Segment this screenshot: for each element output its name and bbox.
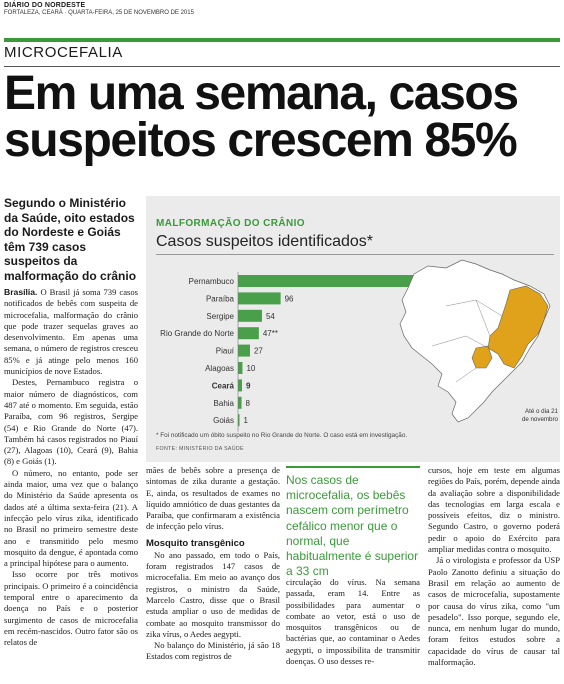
section-divider bbox=[4, 66, 560, 67]
paragraph: Já o virologista e professor da USP Paol… bbox=[428, 555, 560, 668]
value-label: 47** bbox=[263, 329, 278, 338]
bar-chart: Pernambuco487Paraíba96Sergipe54Rio Grand… bbox=[160, 259, 551, 432]
paragraph: O número, no entanto, pode ser ainda mai… bbox=[4, 467, 138, 569]
paragraph: Destes, Pernambuco registra o maior núme… bbox=[4, 377, 138, 467]
paragraph: Isso ocorre por três motivos principais.… bbox=[4, 569, 138, 648]
pullquote-rule bbox=[286, 466, 420, 468]
infographic-source: FONTE: MINISTÉRIO DA SAÚDE bbox=[156, 446, 244, 452]
article-column-1: Brasília. O Brasil já soma 739 casos not… bbox=[4, 287, 138, 683]
paragraph: mães de bebês sobre a presença de sintom… bbox=[146, 465, 280, 532]
subhead: Mosquito transgênico bbox=[146, 537, 245, 549]
category-label: Alagoas bbox=[205, 364, 234, 373]
northeast-states-highlight bbox=[487, 285, 549, 369]
category-label: Pernambuco bbox=[189, 277, 235, 286]
paragraph: No balanço do Ministério, já são 18 Esta… bbox=[146, 640, 280, 662]
value-label: 10 bbox=[246, 364, 255, 373]
infographic-footnote: * Foi notificado um óbito suspeito no Ri… bbox=[156, 432, 408, 439]
bar bbox=[238, 292, 281, 305]
brazil-map bbox=[399, 259, 551, 423]
bar bbox=[238, 379, 242, 392]
pullquote: Nos casos de microcefalia, os bebês nasc… bbox=[286, 473, 419, 579]
category-label: Goiás bbox=[213, 416, 234, 425]
value-label: 1 bbox=[244, 416, 249, 425]
bar bbox=[238, 344, 250, 357]
infographic-subtitle: Casos suspeitos identificados* bbox=[156, 233, 374, 250]
paragraph: cursos, hoje em teste em algumas regiões… bbox=[428, 465, 560, 555]
infographic: MALFORMAÇÃO DO CRÂNIO Casos suspeitos id… bbox=[146, 196, 560, 462]
article-column-2: mães de bebês sobre a presença de sintom… bbox=[146, 465, 280, 683]
state-borders bbox=[431, 299, 503, 383]
category-label: Rio Grande do Norte bbox=[160, 329, 234, 338]
bar bbox=[238, 362, 243, 374]
bar bbox=[238, 396, 242, 409]
deck: Segundo o Ministério da Saúde, oito esta… bbox=[4, 196, 137, 283]
bar bbox=[238, 309, 262, 322]
value-label: 96 bbox=[285, 294, 294, 303]
goias-highlight bbox=[471, 345, 493, 369]
paragraph-text: O Brasil já soma 739 casos notificados d… bbox=[4, 287, 138, 377]
date-line: FORTALEZA, CEARÁ · QUARTA-FEIRA, 25 DE N… bbox=[4, 10, 194, 16]
article-column-3: circulação do vírus. Na semana passada, … bbox=[286, 577, 420, 683]
category-label: Piauí bbox=[216, 347, 235, 356]
paragraph: No ano passado, em todo o País, foram re… bbox=[146, 549, 280, 639]
infographic-kicker: MALFORMAÇÃO DO CRÂNIO bbox=[156, 218, 305, 229]
infographic-divider bbox=[156, 254, 554, 255]
category-label: Bahia bbox=[214, 399, 235, 408]
paragraph: circulação do vírus. Na semana passada, … bbox=[286, 577, 420, 667]
category-label: Ceará bbox=[212, 381, 235, 390]
headline: Em uma semana, casos suspeitos crescem 8… bbox=[4, 67, 519, 167]
newspaper-name: DIÁRIO DO NORDESTE bbox=[4, 2, 86, 9]
value-label: 8 bbox=[246, 399, 251, 408]
masthead: DIÁRIO DO NORDESTE FORTALEZA, CEARÁ · QU… bbox=[4, 2, 560, 16]
map-note: Até o dia 21 de novembro bbox=[521, 408, 558, 423]
lead-paragraph: Brasília. O Brasil já soma 739 casos not… bbox=[4, 287, 138, 377]
section-color-bar bbox=[4, 38, 560, 42]
category-label: Paraíba bbox=[206, 294, 235, 303]
bar bbox=[238, 275, 455, 287]
section-label: MICROCEFALIA bbox=[4, 44, 123, 61]
value-label: 27 bbox=[254, 347, 263, 356]
value-label: 54 bbox=[266, 312, 275, 321]
bar-group: Pernambuco487Paraíba96Sergipe54Rio Grand… bbox=[160, 272, 472, 432]
value-label: 9 bbox=[246, 381, 251, 390]
dateline: Brasília. bbox=[4, 287, 38, 297]
category-label: Sergipe bbox=[206, 312, 234, 321]
bar bbox=[238, 327, 259, 340]
bar bbox=[238, 414, 240, 427]
article-column-4: cursos, hoje em teste em algumas regiões… bbox=[428, 465, 560, 683]
